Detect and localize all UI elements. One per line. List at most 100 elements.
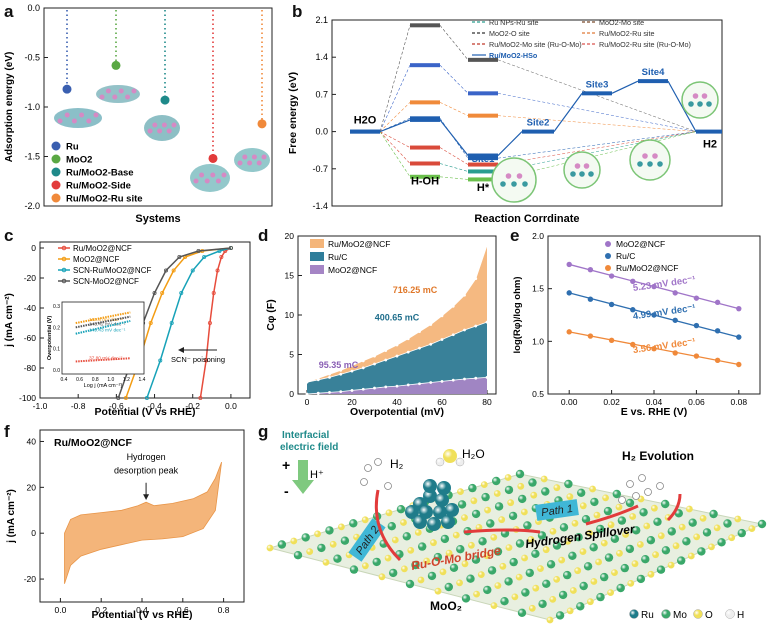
- lattice-atom: [579, 548, 587, 555]
- h2o-h-icon: [435, 457, 445, 467]
- data-point: [440, 379, 444, 383]
- lattice-atom: [449, 563, 459, 572]
- energy-level: [468, 162, 498, 167]
- lattice-atom: [322, 559, 330, 566]
- lattice-atom: [487, 566, 497, 575]
- lattice-atom: [540, 475, 548, 483]
- x-tick-label: 0.6: [177, 605, 189, 615]
- lattice-atom: [333, 554, 342, 563]
- h2o-label: H₂O: [462, 447, 485, 461]
- evolution-arrow: [666, 493, 682, 522]
- legend-sphere: [725, 609, 735, 619]
- panel-d: d 0 20 40 60 80 0 5 10 15 20 Cφ (F) Overpotential (…: [258, 226, 508, 418]
- lattice-atom: [505, 544, 513, 551]
- lattice-atom: [667, 527, 676, 536]
- lattice-atom: [385, 509, 393, 517]
- ru-cluster-atom: [441, 515, 455, 529]
- y-tick-label: 5: [289, 350, 294, 360]
- lattice-atom: [627, 580, 635, 587]
- hso-level: [582, 91, 612, 96]
- y-tick-label: -1.4: [312, 201, 328, 211]
- inset-x-tick-label: 0.6: [76, 377, 83, 383]
- lattice-atom: [593, 511, 601, 519]
- lattice-atom: [541, 487, 550, 496]
- lattice-atom: [471, 509, 481, 519]
- atom-icon: [57, 118, 63, 124]
- y-axis-label: Cφ (F): [265, 299, 277, 330]
- y-tick-label: 0: [31, 243, 36, 253]
- lattice-atom: [537, 531, 547, 540]
- lattice-atom: [475, 524, 483, 531]
- lattice-atom: [600, 572, 609, 582]
- data-point: [406, 383, 410, 387]
- data-point: [587, 267, 594, 273]
- lsv-marker: [202, 254, 207, 259]
- lattice-atom: [508, 511, 518, 521]
- lattice-atom: [589, 485, 596, 493]
- panel-b-chart: 2.1 1.4 0.7 0.0 -0.7 -1.4 Free energy (eV) Reac…: [287, 15, 723, 225]
- lattice-atom: [583, 562, 593, 571]
- energy-level: [468, 177, 498, 182]
- lattice-atom: [521, 588, 530, 597]
- data-point: [339, 368, 343, 372]
- y-tick-label: 0.5: [532, 389, 544, 399]
- data-point: [693, 295, 700, 301]
- atom-icon: [697, 101, 703, 107]
- lsv-marker: [177, 254, 182, 259]
- lattice-atom: [427, 571, 437, 581]
- lsv-marker: [190, 268, 195, 273]
- lattice-atom: [546, 616, 554, 624]
- lattice-atom: [604, 553, 614, 562]
- legend-label: Ru/MoO2-Ru site (Ru-O-Mo): [599, 40, 691, 49]
- site-label: Site3: [586, 79, 609, 90]
- energy-level: [410, 63, 440, 68]
- panel-g: g H₂O H₂ H₂ Evolution Interfacial electric f…: [250, 420, 767, 625]
- data-point: [384, 358, 388, 362]
- data-point: [485, 320, 489, 324]
- legend-marker: [605, 265, 611, 271]
- lattice-atom: [532, 584, 540, 592]
- lattice-atom: [407, 547, 415, 554]
- x-tick-label: 0.8: [218, 605, 230, 615]
- data-point: [630, 307, 636, 313]
- lattice-atom: [571, 519, 579, 527]
- lattice-atom: [478, 537, 487, 546]
- structure-inset: [491, 157, 537, 203]
- y-tick-label: 1.0: [532, 336, 544, 346]
- lattice-atom: [568, 551, 577, 560]
- lattice-atom: [480, 481, 488, 488]
- lattice-atom: [553, 576, 561, 583]
- lattice-atom: [737, 528, 746, 538]
- lattice-atom: [530, 491, 538, 499]
- lattice-atom: [490, 602, 498, 609]
- lsv-marker: [204, 358, 209, 363]
- x-tick-label: 40: [392, 397, 402, 407]
- y-tick-label: 0: [289, 389, 294, 399]
- lattice-atom: [456, 545, 465, 554]
- lattice-atom: [402, 532, 411, 541]
- energy-level: [468, 57, 498, 62]
- panel-f-chart: 0.0 0.2 0.4 0.6 0.8 40 20 0 -20 j (mA cm⁻²) Potent…: [6, 429, 245, 621]
- lattice-atom: [717, 538, 726, 547]
- lattice-atom: [440, 534, 450, 544]
- atom-icon: [251, 154, 257, 160]
- lattice-atom: [515, 539, 525, 548]
- lattice-atom: [602, 494, 609, 502]
- data-point: [350, 369, 354, 373]
- ru-cluster-atom: [433, 505, 447, 519]
- chart-title: Ru/MoO2@NCF: [54, 437, 132, 449]
- charge-label: 400.65 mC: [375, 313, 420, 323]
- y-tick-label: -0.7: [312, 164, 328, 174]
- atom-icon: [247, 160, 253, 166]
- minus-sign: -: [284, 483, 289, 499]
- h2o-h-icon: [455, 457, 465, 467]
- ru-cluster-atom: [435, 493, 449, 507]
- lattice-atom: [389, 568, 398, 578]
- legend-marker: [51, 193, 61, 203]
- data-point: [429, 323, 433, 326]
- lattice-atom: [549, 596, 557, 603]
- legend-label: Mo: [673, 610, 687, 621]
- legend-marker: [61, 256, 67, 262]
- connector-line: [439, 163, 469, 172]
- legend-swatch: [310, 252, 324, 261]
